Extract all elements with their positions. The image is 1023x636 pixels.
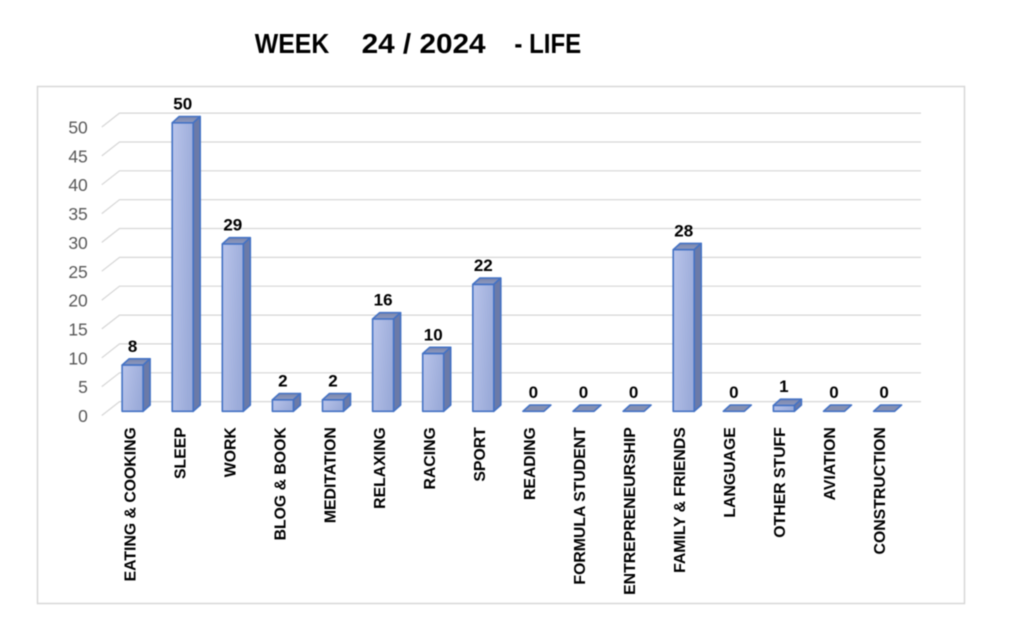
svg-text:8: 8 [128, 337, 137, 356]
svg-text:ENTREPRENEURSHIP: ENTREPRENEURSHIP [622, 427, 639, 595]
svg-text:28: 28 [674, 221, 693, 240]
svg-text:5: 5 [78, 377, 88, 397]
svg-text:1: 1 [779, 377, 788, 396]
svg-text:FAMILY & FRIENDS: FAMILY & FRIENDS [672, 427, 689, 573]
svg-text:WORK: WORK [222, 427, 239, 478]
svg-text:READING: READING [522, 427, 539, 500]
svg-text:0: 0 [829, 383, 838, 402]
svg-text:AVIATION: AVIATION [822, 427, 839, 500]
svg-text:LANGUAGE: LANGUAGE [722, 427, 739, 517]
svg-text:0: 0 [78, 406, 88, 426]
svg-text:OTHER STUFF: OTHER STUFF [772, 427, 789, 538]
svg-text:CONSTRUCTION: CONSTRUCTION [872, 427, 889, 554]
svg-text:30: 30 [68, 233, 88, 253]
svg-text:EATING & COOKING: EATING & COOKING [123, 427, 140, 581]
svg-text:50: 50 [68, 118, 88, 138]
svg-text:29: 29 [223, 216, 242, 235]
svg-text:15: 15 [68, 319, 87, 339]
svg-text:40: 40 [68, 175, 88, 195]
svg-text:0: 0 [579, 383, 588, 402]
svg-text:0: 0 [629, 383, 638, 402]
svg-text:FORMULA STUDENT: FORMULA STUDENT [572, 427, 589, 585]
svg-text:SLEEP: SLEEP [172, 427, 189, 479]
svg-text:25: 25 [68, 262, 87, 282]
svg-text:BLOG & BOOK: BLOG & BOOK [272, 427, 289, 541]
svg-text:50: 50 [173, 95, 192, 114]
svg-text:2: 2 [278, 372, 287, 391]
svg-text:RELAXING: RELAXING [372, 427, 389, 509]
svg-text:16: 16 [374, 291, 393, 310]
svg-text:SPORT: SPORT [472, 427, 489, 482]
svg-text:0: 0 [729, 383, 738, 402]
svg-text:10: 10 [68, 348, 88, 368]
svg-text:20: 20 [68, 291, 88, 311]
svg-text:0: 0 [879, 383, 888, 402]
svg-text:0: 0 [529, 383, 538, 402]
svg-text:RACING: RACING [422, 427, 439, 489]
svg-text:35: 35 [68, 204, 87, 224]
svg-text:MEDITATION: MEDITATION [322, 427, 339, 523]
svg-text:2: 2 [328, 372, 337, 391]
svg-text:10: 10 [424, 325, 443, 344]
svg-text:45: 45 [68, 146, 87, 166]
svg-text:22: 22 [474, 256, 493, 275]
